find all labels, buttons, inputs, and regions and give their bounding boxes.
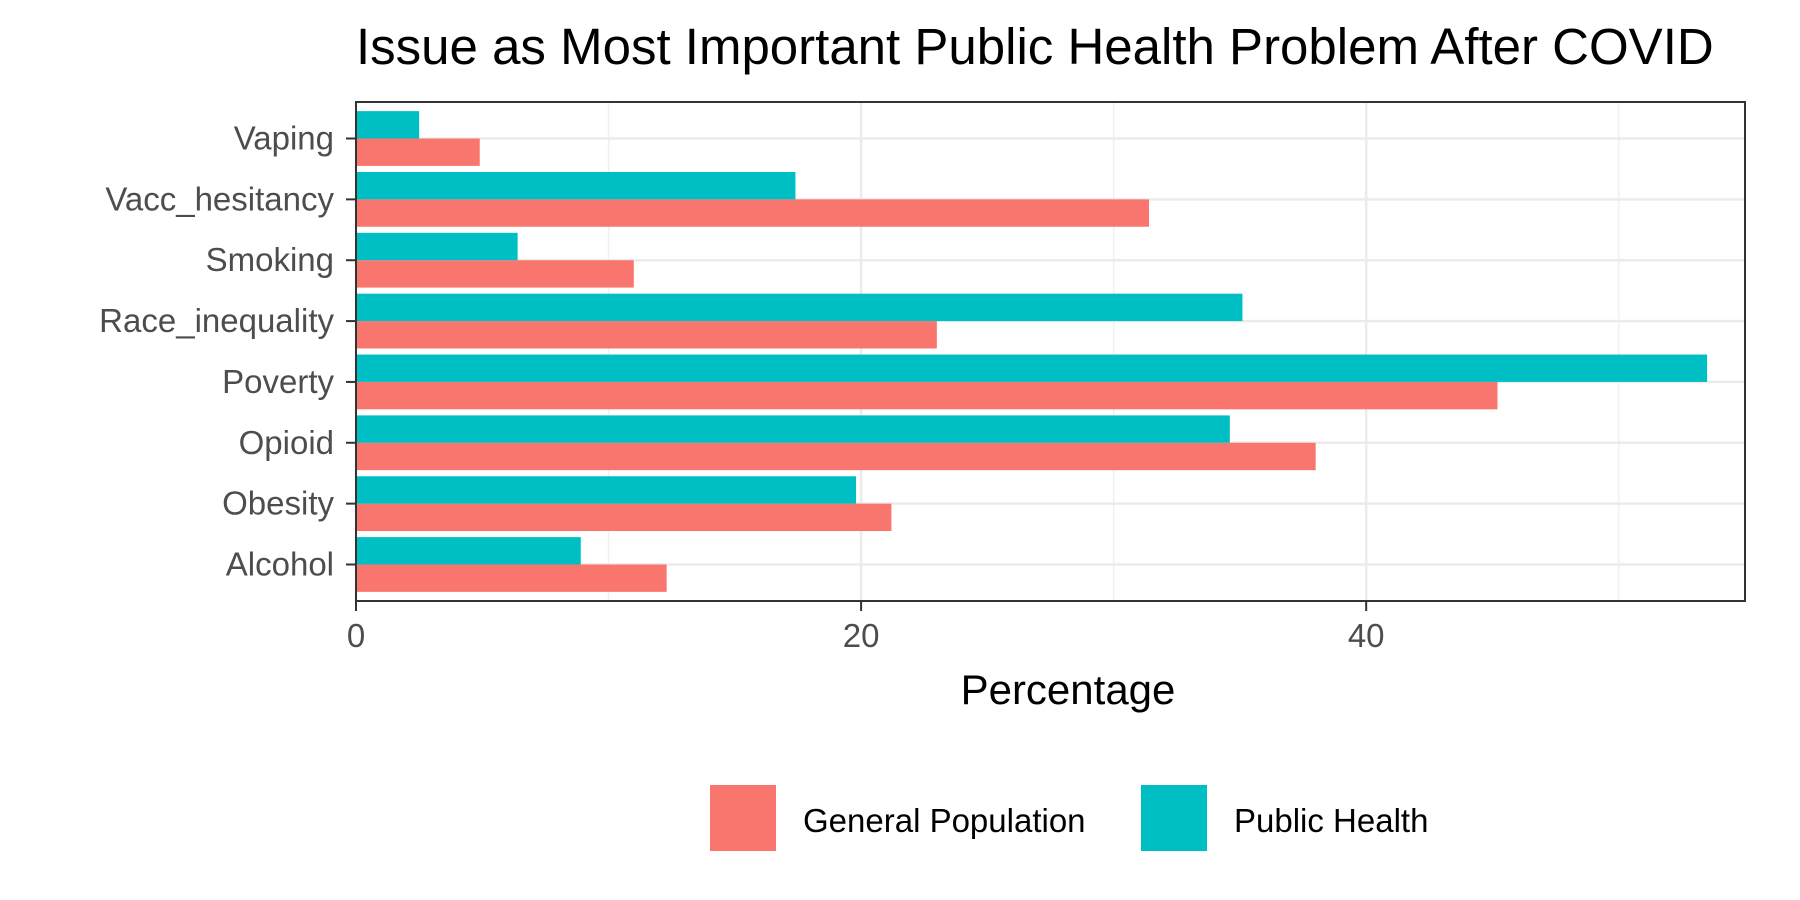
legend-key-public-health xyxy=(1141,785,1207,851)
bars xyxy=(356,111,1708,592)
y-tick-label-race-inequality: Race_inequality xyxy=(99,302,334,339)
y-tick-label-poverty: Poverty xyxy=(222,363,334,400)
chart-title: Issue as Most Important Public Health Pr… xyxy=(356,18,1714,75)
legend-key-general-population xyxy=(710,785,776,851)
bar-general-population-opioid xyxy=(356,442,1316,471)
y-tick-label-alcohol: Alcohol xyxy=(226,545,334,582)
y-tick-label-vaping: Vaping xyxy=(234,120,334,157)
x-tick-label-0: 0 xyxy=(347,617,365,654)
bar-general-population-vaping xyxy=(356,138,480,166)
x-axis-title: Percentage xyxy=(961,666,1176,713)
y-axis: Alcohol Obesity Opioid Poverty Race_inequali… xyxy=(99,120,356,582)
y-tick-label-vacc-hesitancy: Vacc_hesitancy xyxy=(105,180,334,217)
y-tick-label-obesity: Obesity xyxy=(222,485,334,522)
legend-label-public-health: Public Health xyxy=(1234,802,1428,839)
bar-general-population-vacc-hesitancy xyxy=(356,199,1149,227)
bar-public-health-vaping xyxy=(356,111,420,139)
bar-general-population-alcohol xyxy=(356,564,667,592)
x-tick-label-40: 40 xyxy=(1348,617,1385,654)
x-tick-label-20: 20 xyxy=(843,617,880,654)
bar-public-health-obesity xyxy=(356,476,857,504)
bar-public-health-vacc-hesitancy xyxy=(356,171,796,200)
y-tick-label-smoking: Smoking xyxy=(206,241,334,278)
bar-general-population-race-inequality xyxy=(356,321,937,349)
bar-public-health-smoking xyxy=(356,232,518,261)
y-tick-label-opioid: Opioid xyxy=(239,424,334,461)
bar-public-health-poverty xyxy=(356,354,1708,382)
legend: General Population Public Health xyxy=(710,785,1428,851)
bar-general-population-poverty xyxy=(356,381,1498,410)
bar-general-population-smoking xyxy=(356,260,634,288)
bar-public-health-alcohol xyxy=(356,537,581,565)
bar-public-health-race-inequality xyxy=(356,293,1243,322)
plot-panel-border xyxy=(355,101,1746,602)
x-axis: 0 20 40 xyxy=(347,601,1385,654)
bar-general-population-obesity xyxy=(356,503,892,532)
legend-label-general-population: General Population xyxy=(803,802,1086,839)
bar-public-health-opioid xyxy=(356,415,1230,443)
